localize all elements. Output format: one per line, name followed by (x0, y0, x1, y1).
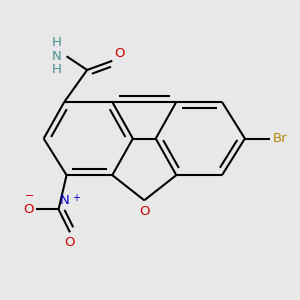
Text: Br: Br (272, 132, 287, 145)
Text: +: + (72, 193, 80, 202)
Text: O: O (23, 203, 33, 216)
Text: H: H (52, 63, 62, 76)
Text: H: H (52, 36, 62, 50)
Text: N: N (52, 50, 62, 63)
Text: N: N (60, 194, 69, 207)
Text: O: O (115, 47, 125, 60)
Text: −: − (25, 191, 34, 201)
Text: O: O (139, 205, 149, 218)
Text: O: O (65, 236, 75, 249)
